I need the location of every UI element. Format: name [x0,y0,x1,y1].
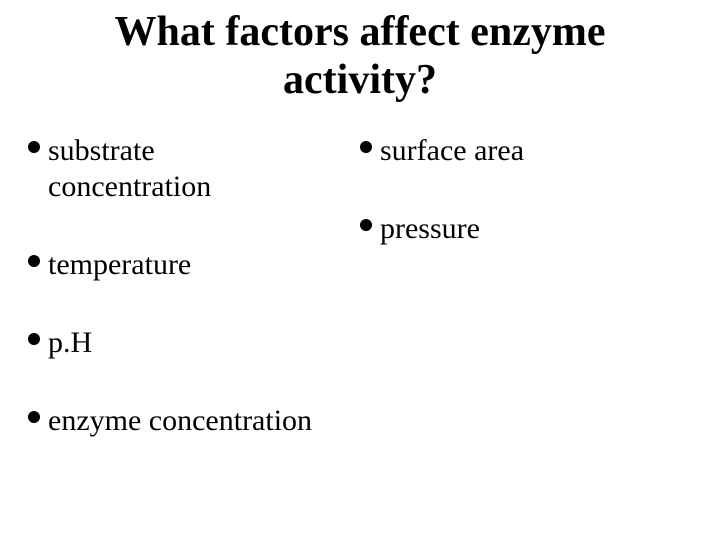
bullet-item: substrate concentration [28,133,360,205]
bullet-dot-icon [360,141,372,153]
bullet-dot-icon [28,141,40,153]
bullet-item: pressure [360,211,692,247]
bullet-text: pressure [380,211,480,247]
bullet-text: surface area [380,133,524,169]
bullet-item: enzyme concentration [28,403,360,439]
slide-title: What factors affect enzyme activity? [28,8,692,105]
bullet-dot-icon [28,333,40,345]
bullet-dot-icon [28,255,40,267]
right-column: surface area pressure [360,133,692,481]
bullet-text: substrate concentration [48,133,288,205]
title-line-1: What factors affect enzyme [115,9,606,55]
bullet-text: enzyme concentration [48,403,312,439]
bullet-item: p.H [28,325,360,361]
bullet-item: temperature [28,247,360,283]
slide: What factors affect enzyme activity? sub… [0,0,720,540]
content-columns: substrate concentration temperature p.H enz… [28,133,692,481]
bullet-dot-icon [360,219,372,231]
title-line-2: activity? [283,57,437,103]
bullet-text: temperature [48,247,191,283]
bullet-item: surface area [360,133,692,169]
bullet-dot-icon [28,411,40,423]
left-column: substrate concentration temperature p.H enz… [28,133,360,481]
bullet-text: p.H [48,325,92,361]
